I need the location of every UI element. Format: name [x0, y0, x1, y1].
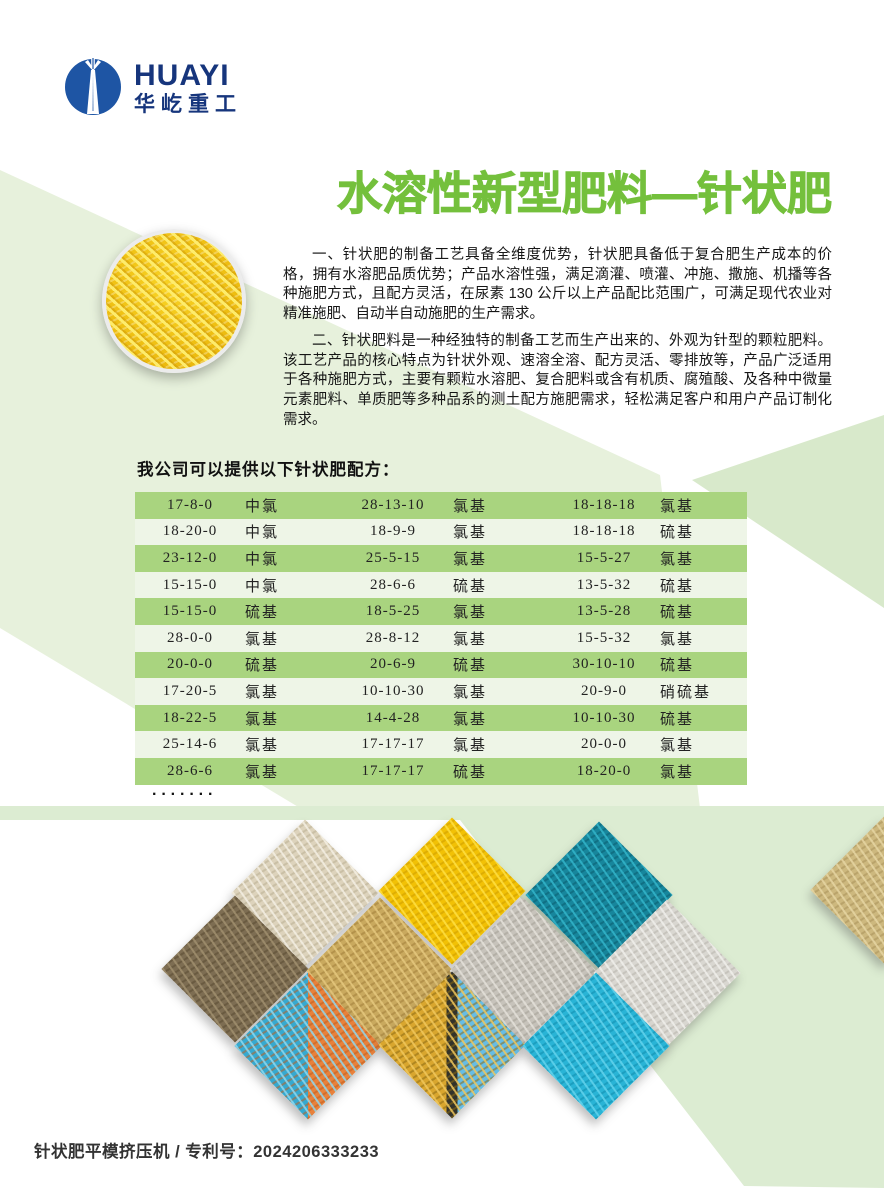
base-type-cell: 氯基: [660, 764, 695, 781]
base-type-cell: 硫基: [660, 525, 695, 542]
base-type-cell: 氯基: [660, 738, 695, 755]
base-type-cell: 硫基: [453, 658, 488, 675]
base-type-cell: 硫基: [660, 658, 695, 675]
formula-row: 23-12-0 中氯 25-5-15 氯基 15-5-27 氯基: [135, 545, 747, 572]
base-type-cell: 硫基: [245, 605, 280, 622]
formula-cell: 28-6-6: [167, 762, 213, 779]
formula-cell: 18-20-0: [162, 523, 218, 540]
formula-cell: 28-13-10: [361, 496, 425, 513]
base-type-cell: 中氯: [245, 498, 280, 515]
base-type-cell: 氯基: [245, 711, 280, 728]
formula-cell: 14-4-28: [365, 709, 421, 726]
khaki-needles-partial-texture: [810, 816, 884, 964]
base-type-cell: 硫基: [660, 578, 695, 595]
logo-text: HUAYI 华屹重工: [134, 55, 242, 117]
formula-ellipsis: ·······: [152, 786, 218, 803]
formula-cell: 18-9-9: [370, 523, 416, 540]
formula-cell: 17-17-17: [361, 736, 425, 753]
formula-row: 20-0-0 硫基 20-6-9 硫基 30-10-10 硫基: [135, 651, 747, 679]
formula-cell: 17-20-5: [162, 682, 218, 699]
formula-cell: 20-6-9: [370, 656, 416, 673]
brand-name: HUAYI: [134, 59, 230, 92]
intro-paragraph-1: 一、针状肥的制备工艺具备全维度优势，针状肥具备低于复合肥生产成本的价格，拥有水溶…: [283, 247, 832, 323]
base-type-cell: 氯基: [245, 631, 280, 648]
formula-cell: 18-20-0: [576, 762, 632, 779]
formula-cell: 28-8-12: [365, 629, 421, 646]
formula-cell: 15-5-32: [576, 629, 632, 646]
formula-cell: 10-10-30: [572, 709, 636, 726]
base-type-cell: 氯基: [453, 551, 488, 568]
formula-row: 25-14-6 氯基 17-17-17 氯基 20-0-0 氯基: [135, 731, 747, 758]
formula-cell: 25-14-6: [162, 736, 218, 753]
formula-table-heading: 我公司可以提供以下针状肥配方：: [137, 461, 400, 479]
base-type-cell: 硫基: [660, 605, 695, 622]
base-type-cell: 硫基: [453, 764, 488, 781]
formula-cell: 17-17-17: [361, 762, 425, 779]
base-type-cell: 氯基: [453, 605, 488, 622]
base-type-cell: 氯基: [453, 525, 488, 542]
base-type-cell: 硫基: [660, 711, 695, 728]
formula-cell: 18-18-18: [572, 496, 636, 513]
base-type-cell: 氯基: [453, 711, 488, 728]
formula-table: 17-8-0 中氯 28-13-10 氯基 18-18-18 氯基 18-20-0 中氯 18-…: [135, 492, 747, 785]
page-title: 水溶性新型肥料—针状肥: [336, 168, 832, 220]
formula-cell: 23-12-0: [162, 549, 218, 566]
base-type-cell: 硫基: [453, 578, 488, 595]
yellow-fertilizer-circle-photo: [102, 229, 246, 373]
formula-cell: 13-5-32: [576, 576, 632, 593]
formula-row: 15-15-0 中氯 28-6-6 硫基 13-5-32 硫基: [135, 571, 747, 599]
formula-cell: 15-5-27: [576, 549, 632, 566]
formula-cell: 28-0-0: [167, 629, 213, 646]
intro-text: 一、针状肥的制备工艺具备全维度优势，针状肥具备低于复合肥生产成本的价格，拥有水溶…: [283, 246, 832, 437]
base-type-cell: 硝硫基: [660, 684, 712, 701]
base-type-cell: 氯基: [245, 738, 280, 755]
formula-row: 18-20-0 中氯 18-9-9 氯基 18-18-18 硫基: [135, 518, 747, 546]
formula-cell: 20-0-0: [167, 656, 213, 673]
formula-cell: 18-22-5: [162, 709, 218, 726]
formula-row: 28-6-6 氯基 17-17-17 硫基 18-20-0 氯基: [135, 757, 747, 785]
base-type-cell: 氯基: [245, 684, 280, 701]
huayi-logo-icon: [62, 55, 124, 117]
brand-name-chinese: 华屹重工: [134, 93, 242, 116]
formula-cell: 10-10-30: [361, 682, 425, 699]
formula-cell: 18-5-25: [365, 603, 421, 620]
formula-cell: 13-5-28: [576, 603, 632, 620]
base-type-cell: 氯基: [660, 551, 695, 568]
intro-paragraph-2: 二、针状肥料是一种经独特的制备工艺而生产出来的、外观为针型的颗粒肥料。该工艺产品…: [283, 332, 832, 428]
formula-cell: 20-9-0: [581, 682, 627, 699]
formula-cell: 18-18-18: [572, 523, 636, 540]
footer-patent-text: 针状肥平模挤压机 / 专利号：2024206333233: [34, 1143, 380, 1161]
company-logo: HUAYI 华屹重工: [62, 55, 242, 117]
formula-row: 17-20-5 氯基 10-10-30 氯基 20-9-0 硝硫基: [135, 678, 747, 705]
formula-row: 17-8-0 中氯 28-13-10 氯基 18-18-18 氯基: [135, 492, 747, 519]
base-type-cell: 中氯: [245, 525, 280, 542]
base-type-cell: 氯基: [453, 684, 488, 701]
base-type-cell: 中氯: [245, 551, 280, 568]
formula-row: 18-22-5 氯基 14-4-28 氯基 10-10-30 硫基: [135, 704, 747, 732]
formula-cell: 17-8-0: [167, 496, 213, 513]
base-type-cell: 中氯: [245, 578, 280, 595]
base-type-cell: 氯基: [453, 498, 488, 515]
formula-cell: 28-6-6: [370, 576, 416, 593]
base-type-cell: 氯基: [245, 764, 280, 781]
formula-row: 28-0-0 氯基 28-8-12 氯基 15-5-32 氯基: [135, 624, 747, 652]
base-type-cell: 氯基: [453, 631, 488, 648]
formula-cell: 25-5-15: [365, 549, 421, 566]
diamond-photo-khaki-needles-partial: [810, 816, 884, 964]
formula-cell: 15-15-0: [162, 576, 218, 593]
base-type-cell: 氯基: [453, 738, 488, 755]
formula-cell: 30-10-10: [572, 656, 636, 673]
base-type-cell: 氯基: [660, 498, 695, 515]
base-type-cell: 氯基: [660, 631, 695, 648]
base-type-cell: 硫基: [245, 658, 280, 675]
formula-cell: 15-15-0: [162, 603, 218, 620]
formula-row: 15-15-0 硫基 18-5-25 氯基 13-5-28 硫基: [135, 598, 747, 625]
formula-cell: 20-0-0: [581, 736, 627, 753]
